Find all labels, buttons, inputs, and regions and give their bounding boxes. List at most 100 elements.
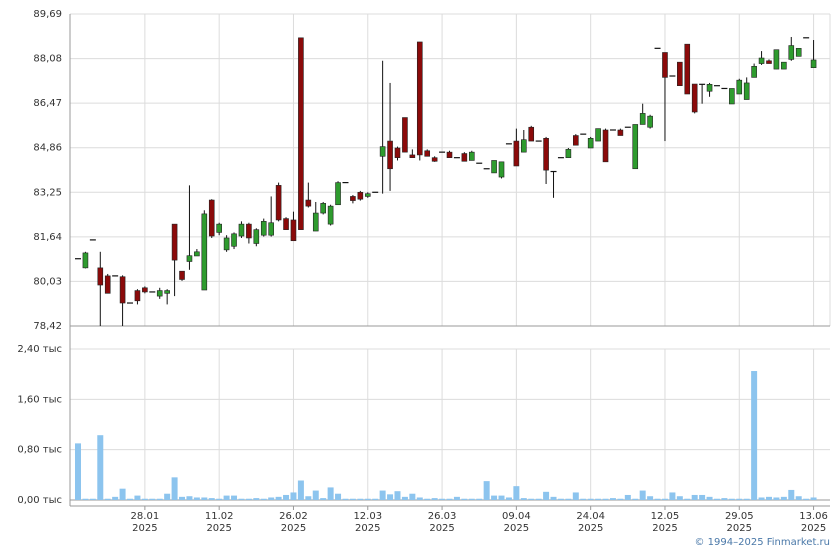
volume-bar: [394, 491, 401, 500]
volume-bar: [491, 495, 498, 500]
candle-body: [320, 203, 326, 214]
volume-bar: [624, 494, 631, 500]
volume-bar: [431, 498, 438, 500]
volume-bar: [186, 496, 193, 500]
volume-bar: [112, 496, 119, 500]
candle-body: [253, 229, 260, 244]
volume-bar: [387, 494, 394, 500]
candle-body: [751, 66, 757, 78]
volume-bar: [275, 496, 282, 500]
x-tick-label: 29.05: [725, 511, 754, 522]
candle-body: [424, 150, 431, 157]
candle-body: [766, 60, 772, 64]
volume-bar: [565, 498, 572, 500]
candle-body: [364, 193, 371, 197]
volume-bar: [141, 498, 148, 500]
candle-body: [520, 139, 527, 153]
x-tick-label: 2025: [578, 523, 603, 534]
candle-body: [208, 199, 215, 237]
x-tick-label: 28.01: [131, 511, 160, 522]
candle-body: [595, 128, 601, 142]
candle-body: [260, 221, 267, 236]
y-tick-label: 80,03: [33, 276, 62, 287]
volume-bar: [253, 498, 260, 500]
candle-body: [543, 138, 549, 171]
volume-bar: [416, 497, 423, 500]
volume-bar: [468, 498, 475, 500]
volume-bar: [179, 496, 186, 500]
volume-bar: [505, 497, 512, 500]
volume-bar: [245, 498, 252, 500]
candle-body: [350, 196, 356, 201]
candle-body: [290, 219, 297, 242]
volume-bar: [164, 493, 171, 500]
volume-bar: [580, 498, 587, 500]
y-tick-label: 81,64: [33, 232, 62, 243]
volume-bar: [803, 498, 810, 500]
candle-body: [394, 147, 401, 158]
volume-bar: [513, 486, 520, 500]
volume-bar: [699, 494, 706, 500]
candle-body: [186, 255, 193, 262]
candle-body: [781, 61, 787, 70]
candle-body: [468, 151, 475, 161]
volume-bar: [201, 497, 208, 500]
volume-bar: [357, 498, 364, 500]
x-tick-label: 2025: [355, 523, 380, 534]
volume-tick-label: 1,60 тыс: [17, 394, 62, 405]
candle-body: [134, 290, 141, 302]
candle-body: [647, 115, 653, 128]
volume-bar: [602, 498, 609, 500]
volume-tick-label: 2,40 тыс: [17, 344, 62, 355]
volume-bar: [305, 496, 312, 500]
candle-body: [142, 287, 148, 293]
candle-body: [283, 218, 289, 230]
candle-body: [223, 237, 230, 251]
volume-bar: [743, 498, 750, 500]
x-tick-label: 24.04: [576, 511, 605, 522]
volume-bar: [283, 494, 290, 500]
volume-bar: [758, 497, 765, 500]
x-tick-label: 26.02: [279, 511, 308, 522]
x-tick-label: 13.06: [799, 511, 828, 522]
candle-body: [729, 88, 735, 105]
candle-body: [201, 213, 208, 291]
volume-bar: [312, 490, 319, 500]
candle-body: [379, 146, 386, 157]
volume-bar: [684, 498, 691, 500]
volume-tick-label: 0,80 тыс: [17, 445, 62, 456]
volume-bar: [498, 495, 505, 500]
candle-body: [461, 153, 468, 162]
volume-bar: [795, 496, 802, 500]
y-tick-label: 86,47: [33, 98, 62, 109]
volume-bar: [780, 496, 787, 500]
volume-bar: [713, 498, 720, 500]
volume-bar: [810, 497, 817, 500]
candle-body: [795, 48, 802, 57]
volume-bar: [557, 498, 564, 500]
candle-body: [677, 61, 683, 87]
volume-bar: [550, 496, 557, 500]
volume-bar: [134, 495, 141, 500]
volume-bar: [765, 496, 772, 500]
candle-body: [238, 223, 245, 237]
y-tick-label: 84,86: [33, 143, 62, 154]
x-tick-label: 12.05: [651, 511, 680, 522]
volume-bar: [223, 495, 230, 500]
volume-bar: [647, 496, 654, 500]
volume-bar: [617, 498, 624, 500]
candle-body: [431, 157, 438, 162]
volume-bar: [446, 498, 453, 500]
candle-body: [491, 160, 497, 174]
candle-body: [773, 49, 780, 70]
volume-bar: [483, 481, 490, 500]
y-tick-label: 83,25: [33, 187, 62, 198]
candle-body: [662, 52, 668, 78]
volume-bar: [193, 497, 200, 500]
x-tick-label: 2025: [801, 523, 826, 534]
candle-body: [758, 57, 765, 64]
candle-body: [788, 45, 795, 60]
volume-bar: [535, 498, 542, 500]
candle-body: [409, 154, 416, 158]
volume-bar: [208, 498, 215, 500]
